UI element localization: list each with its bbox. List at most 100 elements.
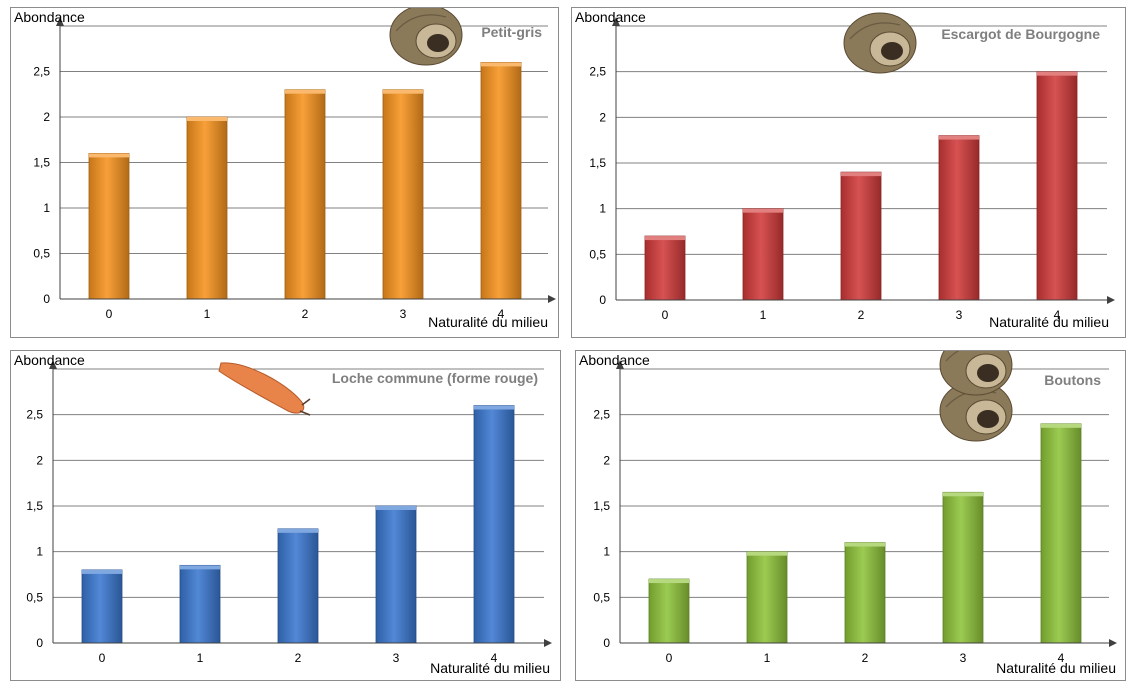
y-tick-label: 0: [43, 292, 50, 306]
y-tick-label: 1,5: [589, 156, 606, 170]
bar-cap: [743, 208, 783, 213]
y-tick-label: 0: [599, 293, 606, 307]
x-tick-label: 3: [393, 651, 400, 665]
y-tick-label: 0,5: [26, 590, 43, 604]
bar: [480, 62, 522, 300]
bar-cap: [278, 528, 318, 533]
bar: [1036, 71, 1078, 301]
chart-title: Escargot de Bourgogne: [941, 26, 1100, 42]
x-tick-label: 3: [960, 651, 967, 665]
x-axis-label: Naturalité du milieu: [989, 314, 1109, 330]
chart-panel-loche-commune: 0 0,5 1 1,5 2 2,5 0 1 2 3 4 Abondance Naturalité du …: [10, 350, 561, 681]
y-tick-label: 0,5: [589, 247, 606, 261]
chart-svg: 0 0,5 1 1,5 2 2,5 0 1 2 3 4 Abondance Naturalité du …: [575, 9, 1115, 330]
x-tick-label: 1: [760, 308, 767, 322]
y-tick-label: 2: [599, 110, 606, 124]
y-tick-label: 2,5: [26, 408, 43, 422]
y-tick-label: 0: [603, 636, 610, 650]
bar-cap: [649, 579, 689, 584]
bar-cap: [383, 89, 423, 94]
bar-cap: [285, 89, 325, 94]
chart-title: Boutons: [1044, 372, 1101, 388]
x-tick-label: 2: [302, 307, 309, 321]
x-tick-label: 4: [1058, 651, 1065, 665]
y-tick-label: 1,5: [33, 156, 50, 170]
bar: [844, 542, 886, 644]
x-axis-arrow: [1109, 639, 1117, 647]
bar-cap: [645, 236, 685, 241]
bar-cap: [187, 117, 227, 121]
bar: [644, 235, 686, 301]
chart-panel-boutons: 0 0,5 1 1,5 2 2,5 0 1 2 3 4 Abondance Naturalité du …: [575, 350, 1126, 681]
bar: [179, 564, 221, 644]
slug-icon: [218, 362, 311, 416]
y-tick-label: 2: [36, 453, 43, 467]
y-tick-label: 1,5: [593, 499, 610, 513]
chart-svg: 0 0,5 1 1,5 2 2,5 0 1 2 3 4 Abondance Naturalité du …: [14, 8, 556, 330]
y-tick-label: 2,5: [33, 65, 50, 79]
y-tick-label: 2,5: [589, 65, 606, 79]
x-tick-label: 1: [764, 651, 771, 665]
bar-cap: [943, 492, 983, 497]
y-axis-arrow: [616, 360, 624, 369]
x-axis-arrow: [1107, 296, 1115, 304]
y-axis-arrow: [56, 17, 64, 26]
x-axis-arrow: [544, 639, 552, 647]
chart-title: Petit-gris: [481, 24, 542, 40]
x-tick-label: 2: [295, 651, 302, 665]
y-axis-label: Abondance: [579, 352, 650, 368]
chart-title: Loche commune (forme rouge): [332, 370, 538, 386]
y-axis-arrow: [49, 360, 57, 369]
bar: [88, 152, 130, 300]
bar: [942, 491, 984, 644]
x-tick-label: 2: [858, 308, 865, 322]
x-tick-label: 0: [666, 651, 673, 665]
bar-cap: [376, 506, 416, 510]
y-tick-label: 2: [603, 453, 610, 467]
x-tick-label: 1: [204, 307, 211, 321]
y-tick-label: 0,5: [593, 590, 610, 604]
y-tick-label: 1: [43, 201, 50, 215]
bar-cap: [474, 405, 514, 410]
bar: [284, 89, 326, 300]
y-axis-arrow: [612, 17, 620, 26]
snail-shell-icon: [939, 351, 1013, 396]
x-tick-label: 3: [400, 307, 407, 321]
bar: [742, 208, 784, 301]
chart-svg: 0 0,5 1 1,5 2 2,5 0 1 2 3 4 Abondance Naturalité du …: [14, 352, 552, 676]
bar-cap: [180, 565, 220, 570]
bar: [938, 135, 980, 301]
bar-cap: [845, 542, 885, 547]
snail-shell-icon: [389, 8, 463, 66]
y-tick-label: 1: [36, 545, 43, 559]
x-tick-label: 0: [106, 307, 113, 321]
chart-panel-escargot-de-bourgogne: 0 0,5 1 1,5 2 2,5 0 1 2 3 4 Abondance Naturalité du …: [571, 7, 1126, 338]
bar: [375, 505, 417, 644]
bar-cap: [939, 135, 979, 140]
x-tick-label: 2: [862, 651, 869, 665]
x-tick-label: 0: [662, 308, 669, 322]
y-axis-label: Abondance: [14, 9, 85, 25]
bar: [382, 89, 424, 300]
y-tick-label: 2: [43, 110, 50, 124]
x-axis-label: Naturalité du milieu: [996, 660, 1116, 676]
snail-shell-icon: [939, 380, 1013, 442]
bar-cap: [841, 172, 881, 177]
y-tick-label: 1: [603, 545, 610, 559]
y-axis-label: Abondance: [14, 352, 85, 368]
x-tick-label: 0: [99, 651, 106, 665]
y-tick-label: 1: [599, 202, 606, 216]
x-axis-label: Naturalité du milieu: [430, 660, 550, 676]
x-tick-label: 3: [956, 308, 963, 322]
x-tick-label: 4: [1054, 308, 1061, 322]
bar-cap: [747, 551, 787, 556]
y-tick-label: 2,5: [593, 408, 610, 422]
y-axis-label: Abondance: [575, 9, 646, 25]
x-tick-label: 1: [197, 651, 204, 665]
y-tick-label: 0: [36, 636, 43, 650]
bar: [473, 405, 515, 644]
bar-cap: [82, 569, 122, 574]
bar-cap: [1041, 423, 1081, 428]
bar: [186, 116, 228, 300]
x-tick-label: 4: [491, 651, 498, 665]
